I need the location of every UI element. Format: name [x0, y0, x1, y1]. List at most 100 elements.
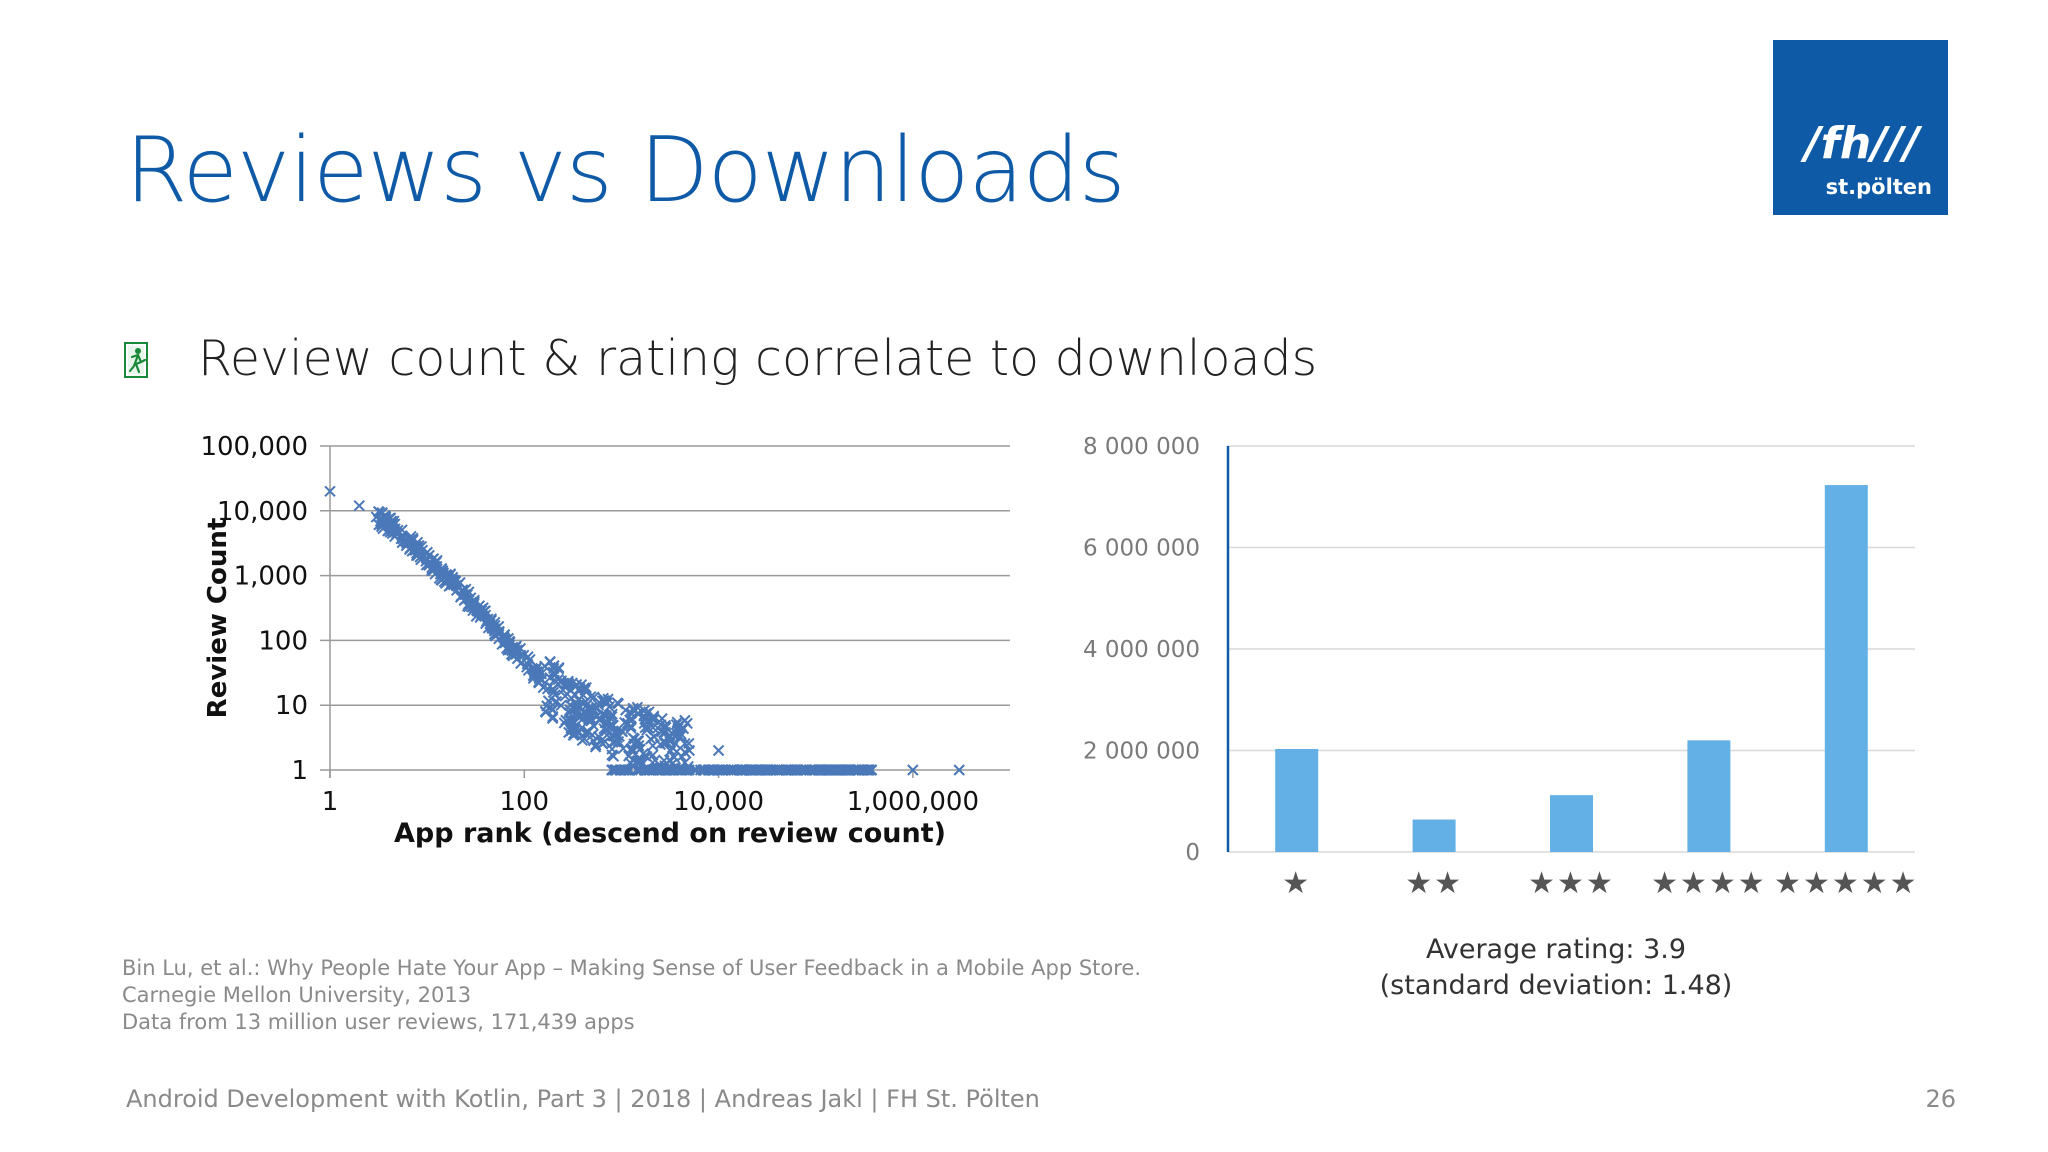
data-point	[590, 701, 603, 713]
data-point	[468, 602, 481, 614]
data-point	[679, 737, 691, 750]
average-rating: Average rating: 3.9 (standard deviation:…	[1306, 932, 1806, 1004]
data-point	[475, 605, 488, 617]
bar	[1550, 795, 1593, 852]
y-tick-label: 0	[1185, 840, 1200, 866]
data-point	[679, 746, 691, 758]
y-axis-label: Review Count	[203, 518, 233, 719]
category-label: ★★★★★	[1774, 866, 1918, 900]
x-tick-label: 1	[322, 787, 339, 817]
data-point	[761, 764, 774, 776]
fh-st-poelten-logo: /fh/// st.pölten	[1773, 40, 1948, 215]
data-point	[631, 735, 643, 747]
data-point	[773, 764, 785, 776]
data-point	[429, 568, 441, 580]
data-point	[830, 764, 843, 776]
y-tick-label: 1,000	[234, 562, 308, 592]
data-point	[857, 764, 869, 776]
data-point	[800, 764, 813, 776]
data-point	[568, 729, 581, 741]
data-point	[792, 764, 804, 776]
data-point	[666, 741, 679, 754]
data-point	[528, 666, 541, 679]
data-point	[663, 754, 676, 766]
category-label: ★★★★	[1651, 866, 1767, 900]
data-point	[638, 717, 650, 730]
data-point	[610, 764, 622, 776]
data-point	[589, 741, 602, 753]
data-point	[740, 764, 753, 776]
footer-text: Android Development with Kotlin, Part 3 …	[126, 1085, 1040, 1113]
data-point	[606, 764, 619, 776]
data-point	[674, 730, 686, 743]
data-point	[488, 628, 501, 641]
data-point	[860, 764, 873, 776]
data-point	[454, 591, 467, 603]
data-point	[670, 718, 683, 731]
data-point	[437, 565, 449, 577]
data-point	[637, 747, 650, 760]
data-point	[603, 701, 615, 713]
data-point	[759, 764, 771, 776]
scatter-chart: 1 10 100 1,000 10,000 100,000 1 100 10,000 1,000,…	[200, 432, 1010, 849]
data-point	[485, 614, 498, 627]
data-point	[611, 697, 624, 709]
data-point	[578, 733, 591, 745]
data-point	[606, 708, 618, 720]
y-tick-label: 100	[258, 626, 308, 656]
data-point	[562, 675, 574, 687]
data-point	[548, 659, 560, 672]
data-point	[653, 764, 665, 776]
data-point	[678, 764, 691, 776]
data-point	[639, 764, 651, 776]
data-point	[578, 682, 590, 694]
data-point	[664, 729, 676, 741]
data-point	[720, 764, 732, 776]
data-point	[658, 727, 670, 739]
data-point	[608, 764, 621, 776]
category-label: ★★★	[1528, 866, 1615, 900]
slide-title: Reviews vs Downloads	[125, 118, 1126, 223]
page-number: 26	[1925, 1085, 1956, 1113]
category-label: ★★	[1405, 866, 1463, 900]
average-rating-value: Average rating: 3.9	[1425, 934, 1687, 965]
exit-sign-bullet-icon	[124, 342, 148, 378]
data-point	[582, 713, 595, 725]
data-point	[663, 764, 675, 776]
data-point	[552, 678, 564, 690]
x-tick-label: 100	[499, 787, 549, 817]
data-point	[465, 592, 477, 604]
data-point	[529, 663, 541, 675]
data-point	[625, 720, 637, 732]
data-point	[597, 692, 609, 705]
data-point	[531, 666, 543, 678]
data-point	[708, 764, 720, 776]
data-point	[611, 731, 624, 744]
bar	[1824, 485, 1868, 852]
data-point	[757, 764, 769, 776]
data-point	[521, 661, 533, 673]
data-point	[445, 573, 458, 585]
x-tick-label: 1,000,000	[847, 787, 979, 817]
data-point	[639, 721, 651, 734]
data-point	[580, 681, 592, 694]
data-point	[510, 648, 522, 661]
data-point	[544, 671, 556, 684]
y-tick-label: 100,000	[200, 432, 308, 462]
data-point	[675, 728, 687, 740]
y-tick-label: 10,000	[217, 497, 308, 527]
data-point	[822, 764, 834, 776]
data-point	[422, 558, 434, 570]
data-point	[579, 695, 592, 708]
data-point	[485, 613, 498, 625]
data-point	[498, 628, 511, 641]
data-point	[324, 485, 336, 498]
data-point	[503, 643, 515, 655]
citation-line: Bin Lu, et al.: Why People Hate Your App…	[122, 956, 1142, 980]
data-point	[683, 737, 695, 750]
data-point	[632, 735, 645, 747]
data-point	[787, 764, 800, 776]
y-tick-label: 6 000 000	[1083, 536, 1200, 562]
citation-line: Data from 13 million user reviews, 171,4…	[122, 1010, 635, 1034]
